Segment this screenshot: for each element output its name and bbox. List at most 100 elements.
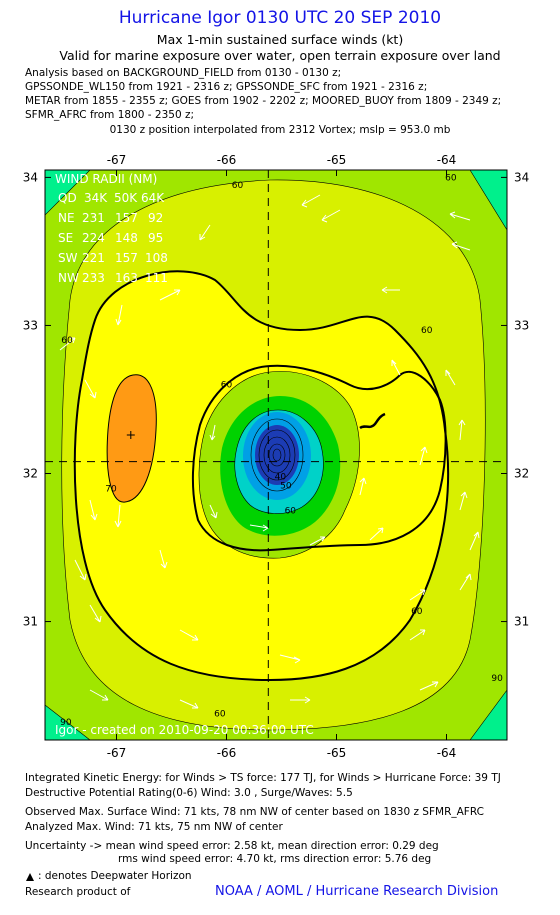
wind-vector — [458, 419, 466, 441]
wind-vector — [179, 629, 199, 641]
wind-vector — [59, 337, 76, 351]
isotach-ring — [258, 429, 296, 481]
wind-radii-row-se-quadrant: SE — [58, 231, 73, 245]
contour-label: 60 — [285, 506, 297, 516]
isotach-ring — [272, 448, 282, 462]
x-tick-label-top: -65 — [327, 153, 347, 167]
wind-radii-header: WIND RADII (NM) — [55, 172, 157, 186]
isotach-lines — [45, 170, 507, 740]
contour-label: 60 — [411, 607, 423, 617]
wind-vector — [459, 573, 472, 591]
contour-field: WIND RADII (NM) QD 34K 50K 64K NE 231 15… — [45, 170, 507, 740]
wind-radii-col-qd: QD — [58, 191, 77, 205]
wind-radii-row-ne-64k: 92 — [148, 211, 163, 225]
x-tick-label-bottom: -67 — [107, 746, 127, 760]
y-tick-label-right: 31 — [514, 615, 529, 629]
wind-vector — [409, 629, 426, 641]
isotach-line-70 — [73, 270, 450, 682]
wind-vector — [369, 527, 384, 541]
wind-vector — [419, 681, 439, 691]
footer-rms-line: rms wind speed error: 4.70 kt, rms direc… — [118, 853, 432, 865]
wind-radii-row-nw-quadrant: NW — [58, 271, 79, 285]
contour-label: 60 — [221, 381, 233, 391]
chart-subtitle-units: Max 1-min sustained surface winds (kt) — [156, 32, 404, 47]
wind-vector — [391, 359, 401, 376]
footer-uncertainty-line: Uncertainty -> mean wind speed error: 2.… — [25, 840, 439, 852]
x-tick-label-top: -64 — [437, 153, 457, 167]
chart-title: Hurricane Igor 0130 UTC 20 SEP 2010 — [118, 8, 442, 28]
wind-vector — [290, 696, 311, 704]
wind-vector — [209, 424, 216, 441]
wind-radii-row-sw-64k: 108 — [145, 251, 168, 265]
wind-radii-row-ne-50k: 157 — [115, 211, 138, 225]
wind-radii-table: WIND RADII (NM) QD 34K 50K 64K NE 231 15… — [55, 172, 168, 285]
analysis-line-1: Analysis based on BACKGROUND_FIELD from … — [25, 67, 342, 79]
x-tick-label-bottom: -65 — [327, 746, 347, 760]
wind-radii-col-34k: 34K — [84, 191, 108, 205]
wind-vector — [89, 604, 102, 623]
wind-vector — [301, 194, 321, 208]
wind-radii-row-sw-50k: 157 — [115, 251, 138, 265]
wind-radii-col-64k: 64K — [141, 191, 165, 205]
contour-label: 90 — [60, 718, 72, 728]
contour-label: 50 — [280, 481, 292, 491]
isotach-line — [234, 409, 324, 514]
created-note: Igor - created on 2010-09-20 00:36:00 UT… — [55, 723, 314, 737]
field-band-max-70 — [106, 374, 157, 503]
wind-vector — [459, 491, 468, 511]
wind-radii-row-ne-quadrant: NE — [58, 211, 75, 225]
deepwater-horizon-icon — [26, 873, 34, 881]
analysis-line-2: GPSSONDE_WL150 from 1921 - 2316 z; GPSSO… — [25, 81, 428, 93]
wind-radii-row-se-50k: 148 — [115, 231, 138, 245]
footer-observed-max-line: Observed Max. Surface Wind: 71 kts, 78 n… — [25, 806, 484, 818]
wind-vector — [409, 589, 426, 601]
wind-vector — [419, 446, 428, 466]
wind-vector — [381, 286, 400, 294]
analysis-line-3: METAR from 1855 - 2355 z; GOES from 1902… — [25, 95, 502, 107]
footer-deepwater-note: : denotes Deepwater Horizon — [38, 870, 192, 882]
isotach-ring — [268, 443, 286, 467]
wind-vector — [445, 369, 456, 386]
contour-label: 60 — [421, 326, 433, 336]
wind-vector — [159, 549, 168, 569]
footer-research-label: Research product of — [25, 886, 131, 898]
footer-dpr-line: Destructive Potential Rating(0-6) Wind: … — [25, 787, 353, 799]
wind-vector — [114, 504, 122, 528]
wind-vector — [74, 559, 87, 581]
wind-radii-row-nw-34k: 233 — [82, 271, 105, 285]
wind-radii-row-sw-quadrant: SW — [58, 251, 78, 265]
isotach-ring — [263, 436, 291, 474]
footer-analyzed-max-line: Analyzed Max. Wind: 71 kts, 75 nm NW of … — [25, 821, 283, 833]
x-tick-label-top: -67 — [107, 153, 127, 167]
wind-vector — [249, 524, 269, 532]
chart-subtitle-exposure: Valid for marine exposure over water, op… — [59, 48, 501, 63]
y-tick-label-right: 33 — [514, 318, 529, 332]
center-position-note: 0130 z position interpolated from 2312 V… — [109, 124, 451, 136]
contour-label: 60 — [61, 336, 73, 346]
isotach-ring — [250, 418, 304, 492]
wind-vector — [451, 241, 471, 251]
contour-label: 90 — [491, 674, 503, 684]
footer-ike-line: Integrated Kinetic Energy: for Winds > T… — [25, 772, 501, 784]
wind-radii-row-ne-34k: 231 — [82, 211, 105, 225]
x-tick-label-top: -66 — [217, 153, 237, 167]
y-tick-label-left: 34 — [23, 170, 38, 184]
footer-research-org: NOAA / AOML / Hurricane Research Divisio… — [215, 884, 499, 899]
wind-radii-row-nw-50k: 163 — [115, 271, 138, 285]
contour-label: 60 — [232, 181, 244, 191]
y-tick-label-right: 34 — [514, 170, 529, 184]
isotach-line — [198, 371, 360, 559]
x-tick-label-bottom: -66 — [217, 746, 237, 760]
axis-ticks: -67 -67 -66 -66 -65 -65 -64 -64 31 31 32 32 33 33 34 34 — [23, 153, 530, 760]
y-tick-label-left: 32 — [23, 467, 38, 481]
wind-vector — [469, 531, 480, 551]
wind-vector — [279, 654, 301, 664]
wind-vector — [309, 536, 326, 546]
plot-frame — [44, 169, 508, 741]
wind-vector — [159, 289, 181, 301]
wind-vectors — [59, 194, 480, 709]
isotach-line-65 — [191, 364, 447, 552]
wind-vector — [321, 209, 341, 223]
wind-vector — [449, 211, 471, 221]
wind-vector — [89, 499, 98, 521]
